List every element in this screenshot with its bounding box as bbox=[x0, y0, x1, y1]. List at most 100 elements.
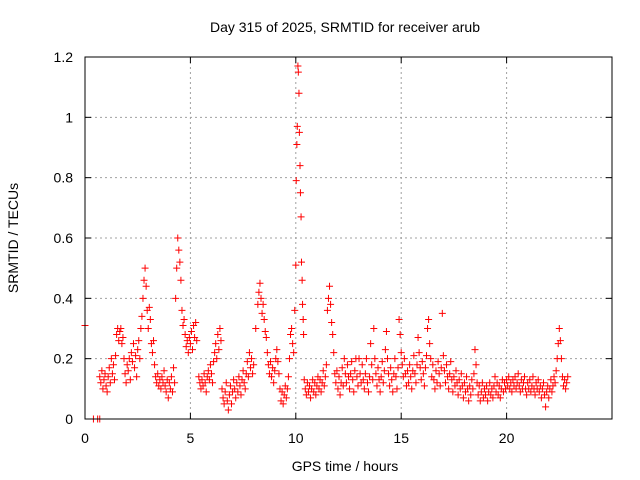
data-point bbox=[537, 394, 545, 402]
data-point bbox=[348, 358, 356, 366]
data-point bbox=[216, 325, 224, 332]
data-point bbox=[261, 328, 269, 336]
data-point bbox=[484, 397, 492, 405]
data-point bbox=[438, 309, 446, 317]
data-point bbox=[383, 355, 391, 363]
axis-ticks: 0 0.2 0.4 0.6 0.8 1 1.2 0 5 10 15 20 bbox=[54, 49, 612, 446]
data-point bbox=[538, 385, 546, 393]
data-point bbox=[129, 340, 137, 348]
data-point bbox=[285, 355, 293, 363]
data-point bbox=[317, 388, 325, 396]
data-point bbox=[446, 370, 454, 378]
data-point bbox=[542, 403, 550, 411]
data-point bbox=[241, 385, 249, 393]
data-point bbox=[168, 388, 176, 396]
data-point bbox=[124, 367, 132, 375]
data-point bbox=[293, 122, 301, 130]
data-point bbox=[360, 385, 368, 393]
data-point bbox=[335, 373, 343, 381]
data-point bbox=[324, 294, 332, 302]
data-point bbox=[433, 379, 441, 387]
data-point bbox=[184, 349, 192, 357]
data-point bbox=[413, 361, 421, 369]
data-point bbox=[387, 364, 395, 372]
data-point bbox=[550, 373, 558, 381]
data-point bbox=[386, 382, 394, 390]
y-tick-label: 1 bbox=[65, 109, 73, 125]
data-point bbox=[189, 346, 197, 354]
data-point bbox=[113, 331, 121, 339]
data-point bbox=[223, 397, 231, 405]
data-point bbox=[431, 385, 439, 393]
data-point bbox=[128, 358, 136, 366]
data-point bbox=[271, 367, 279, 375]
data-point bbox=[181, 331, 189, 339]
data-point bbox=[212, 340, 220, 348]
data-point bbox=[465, 397, 473, 405]
data-point bbox=[250, 361, 258, 369]
data-point bbox=[258, 309, 266, 317]
data-point bbox=[97, 379, 105, 387]
data-point bbox=[300, 331, 308, 339]
data-point bbox=[373, 382, 381, 390]
data-point bbox=[154, 370, 162, 378]
data-point bbox=[175, 246, 183, 254]
data-point bbox=[468, 376, 476, 384]
data-point bbox=[131, 364, 139, 372]
data-point bbox=[514, 370, 522, 378]
data-point bbox=[244, 373, 252, 381]
data-point bbox=[293, 140, 301, 148]
data-point bbox=[380, 367, 388, 375]
data-point bbox=[245, 349, 253, 357]
data-point bbox=[144, 325, 152, 332]
data-point bbox=[505, 373, 513, 381]
data-point bbox=[563, 379, 571, 387]
data-point bbox=[425, 315, 433, 323]
y-tick-label: 0.8 bbox=[54, 170, 74, 186]
data-point bbox=[151, 361, 159, 369]
data-point bbox=[259, 300, 267, 308]
data-point bbox=[111, 376, 119, 384]
data-point bbox=[349, 376, 357, 384]
data-point bbox=[135, 337, 143, 345]
data-point bbox=[320, 382, 328, 390]
data-point bbox=[171, 379, 179, 387]
data-point bbox=[393, 385, 401, 393]
data-point bbox=[294, 68, 302, 76]
data-point bbox=[221, 388, 229, 396]
data-point bbox=[202, 388, 210, 396]
y-tick-label: 0.6 bbox=[54, 230, 74, 246]
data-point bbox=[548, 388, 556, 396]
data-points bbox=[81, 62, 572, 423]
data-point bbox=[430, 376, 438, 384]
data-point bbox=[126, 376, 134, 384]
data-point bbox=[406, 361, 414, 369]
data-point bbox=[323, 306, 331, 314]
data-point bbox=[400, 355, 408, 363]
data-point bbox=[284, 373, 292, 381]
data-point bbox=[236, 382, 244, 390]
data-point bbox=[173, 264, 181, 272]
data-point bbox=[138, 312, 146, 320]
data-point bbox=[435, 370, 443, 378]
data-point bbox=[407, 373, 415, 381]
data-point bbox=[489, 394, 497, 402]
data-point bbox=[296, 189, 304, 197]
data-point bbox=[210, 358, 218, 366]
data-point bbox=[330, 349, 338, 357]
grid-lines bbox=[85, 57, 612, 419]
data-point bbox=[257, 294, 265, 302]
chart-title: Day 315 of 2025, SRMTID for receiver aru… bbox=[210, 19, 480, 35]
data-point bbox=[179, 321, 187, 329]
data-point bbox=[424, 325, 432, 332]
data-point bbox=[248, 355, 256, 363]
data-point bbox=[207, 370, 215, 378]
data-point bbox=[527, 388, 535, 396]
y-tick-label: 0.2 bbox=[54, 351, 74, 367]
data-point bbox=[471, 346, 479, 354]
data-point bbox=[512, 385, 520, 393]
data-point bbox=[211, 349, 219, 357]
data-point bbox=[312, 391, 320, 399]
x-tick-label: 15 bbox=[393, 430, 409, 446]
data-point bbox=[405, 379, 413, 387]
